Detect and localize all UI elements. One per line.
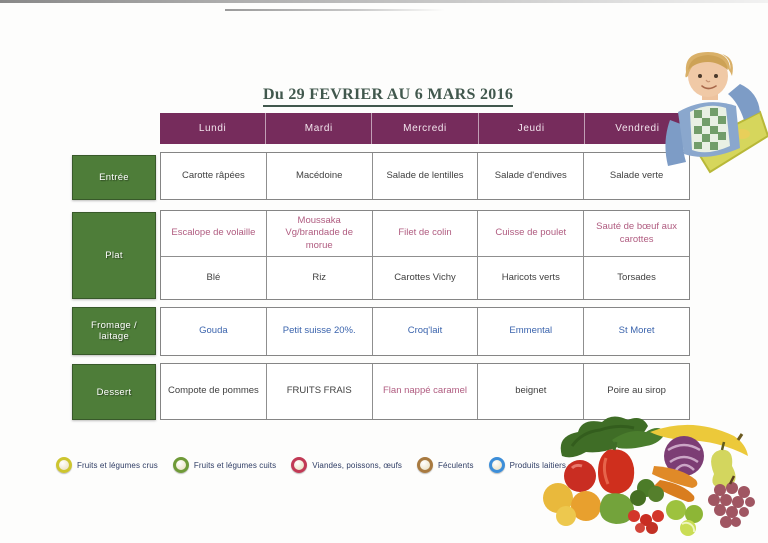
cell-entree-vendredi: Salade verte [583,153,689,199]
row-label-fromage: Fromage / laitage [72,307,156,355]
cell-fromage-mardi: Petit suisse 20%. [265,308,372,355]
cell-fromage-jeudi: Emmental [477,308,583,355]
plat-row: Escalope de volaille Moussaka Vg/brandad… [160,210,690,300]
entree-row: Carotte râpées Macédoine Salade de lenti… [160,152,690,200]
row-label-dessert: Dessert [72,364,156,420]
day-header-jeudi: Jeudi [477,113,584,144]
legend-label: Fruits et légumes crus [77,460,158,470]
cell-dessert-mardi: FRUITS FRAIS [265,364,372,419]
fromage-row: Gouda Petit suisse 20%. Croq'lait Emment… [160,307,690,356]
day-header-vendredi: Vendredi [583,113,690,144]
row-label-plat: Plat [72,212,156,299]
starches-icon [417,457,433,473]
cell-dessert-mercredi: Flan nappé caramel [371,364,478,419]
day-header-mardi: Mardi [265,113,371,144]
cell-plat-main-lundi: Escalope de volaille [171,227,256,239]
cell-dessert-jeudi: beignet [477,364,583,419]
cell-plat-side-jeudi: Haricots verts [477,257,583,299]
legend-item: Fruits et légumes crus [56,457,158,473]
cell-plat-side-lundi: Blé [206,271,221,283]
dessert-row: Compote de pommes FRUITS FRAIS Flan napp… [160,363,690,420]
food-groups-legend: Fruits et légumes crus Fruits et légumes… [56,457,566,473]
cooked-fruits-vegetables-icon [172,457,189,473]
plat-side-subrow: Blé Riz Carottes Vichy Haricots verts To… [161,257,689,299]
meat-fish-eggs-icon [291,457,308,473]
legend-label: Produits laitiers [509,460,566,470]
legend-item: Produits laitiers [488,457,566,473]
legend-item: Féculents [417,457,474,473]
plat-main-subrow: Escalope de volaille Moussaka Vg/brandad… [161,211,689,258]
scan-artifact-top-edge [0,0,768,3]
legend-item: Viandes, poissons, œufs [291,457,402,473]
raw-fruits-vegetables-icon [56,457,72,473]
legend-label: Viandes, poissons, œufs [312,460,402,470]
day-header-mercredi: Mercredi [371,113,477,144]
cell-dessert-lundi: Compote de pommes [167,385,259,397]
cell-plat-main-mardi: Moussaka Vg/brandade de morue [265,211,372,257]
page-title: Du 29 FEVRIER AU 6 MARS 2016 [263,86,514,107]
cell-entree-jeudi: Salade d'endives [477,153,583,199]
row-label-entree: Entrée [72,155,156,200]
cell-plat-side-vendredi: Torsades [583,257,689,299]
cell-fromage-lundi: Gouda [199,325,228,337]
cell-plat-side-mercredi: Carottes Vichy [371,257,478,299]
cell-plat-side-mardi: Riz [265,257,372,299]
dairy-icon [488,457,505,473]
legend-label: Fruits et légumes cuits [193,460,277,470]
legend-item: Fruits et légumes cuits [172,457,277,473]
cell-entree-mercredi: Salade de lentilles [371,153,478,199]
cell-dessert-vendredi: Poire au sirop [583,364,689,419]
cell-entree-mardi: Macédoine [265,153,372,199]
fruits-vegetables-photo [543,416,755,536]
scan-artifact-line [225,9,445,11]
cell-plat-main-vendredi: Sauté de bœuf aux carottes [583,211,689,257]
child-photo [665,52,768,174]
cell-plat-main-mercredi: Filet de colin [371,211,478,257]
cell-plat-main-jeudi: Cuisse de poulet [477,211,583,257]
cell-fromage-mercredi: Croq'lait [371,308,478,355]
legend-label: Féculents [438,460,474,470]
cell-entree-lundi: Carotte râpées [181,169,245,181]
cell-fromage-vendredi: St Moret [583,308,689,355]
day-header-row: Lundi Mardi Mercredi Jeudi Vendredi [160,113,690,144]
day-header-lundi: Lundi [198,123,227,134]
